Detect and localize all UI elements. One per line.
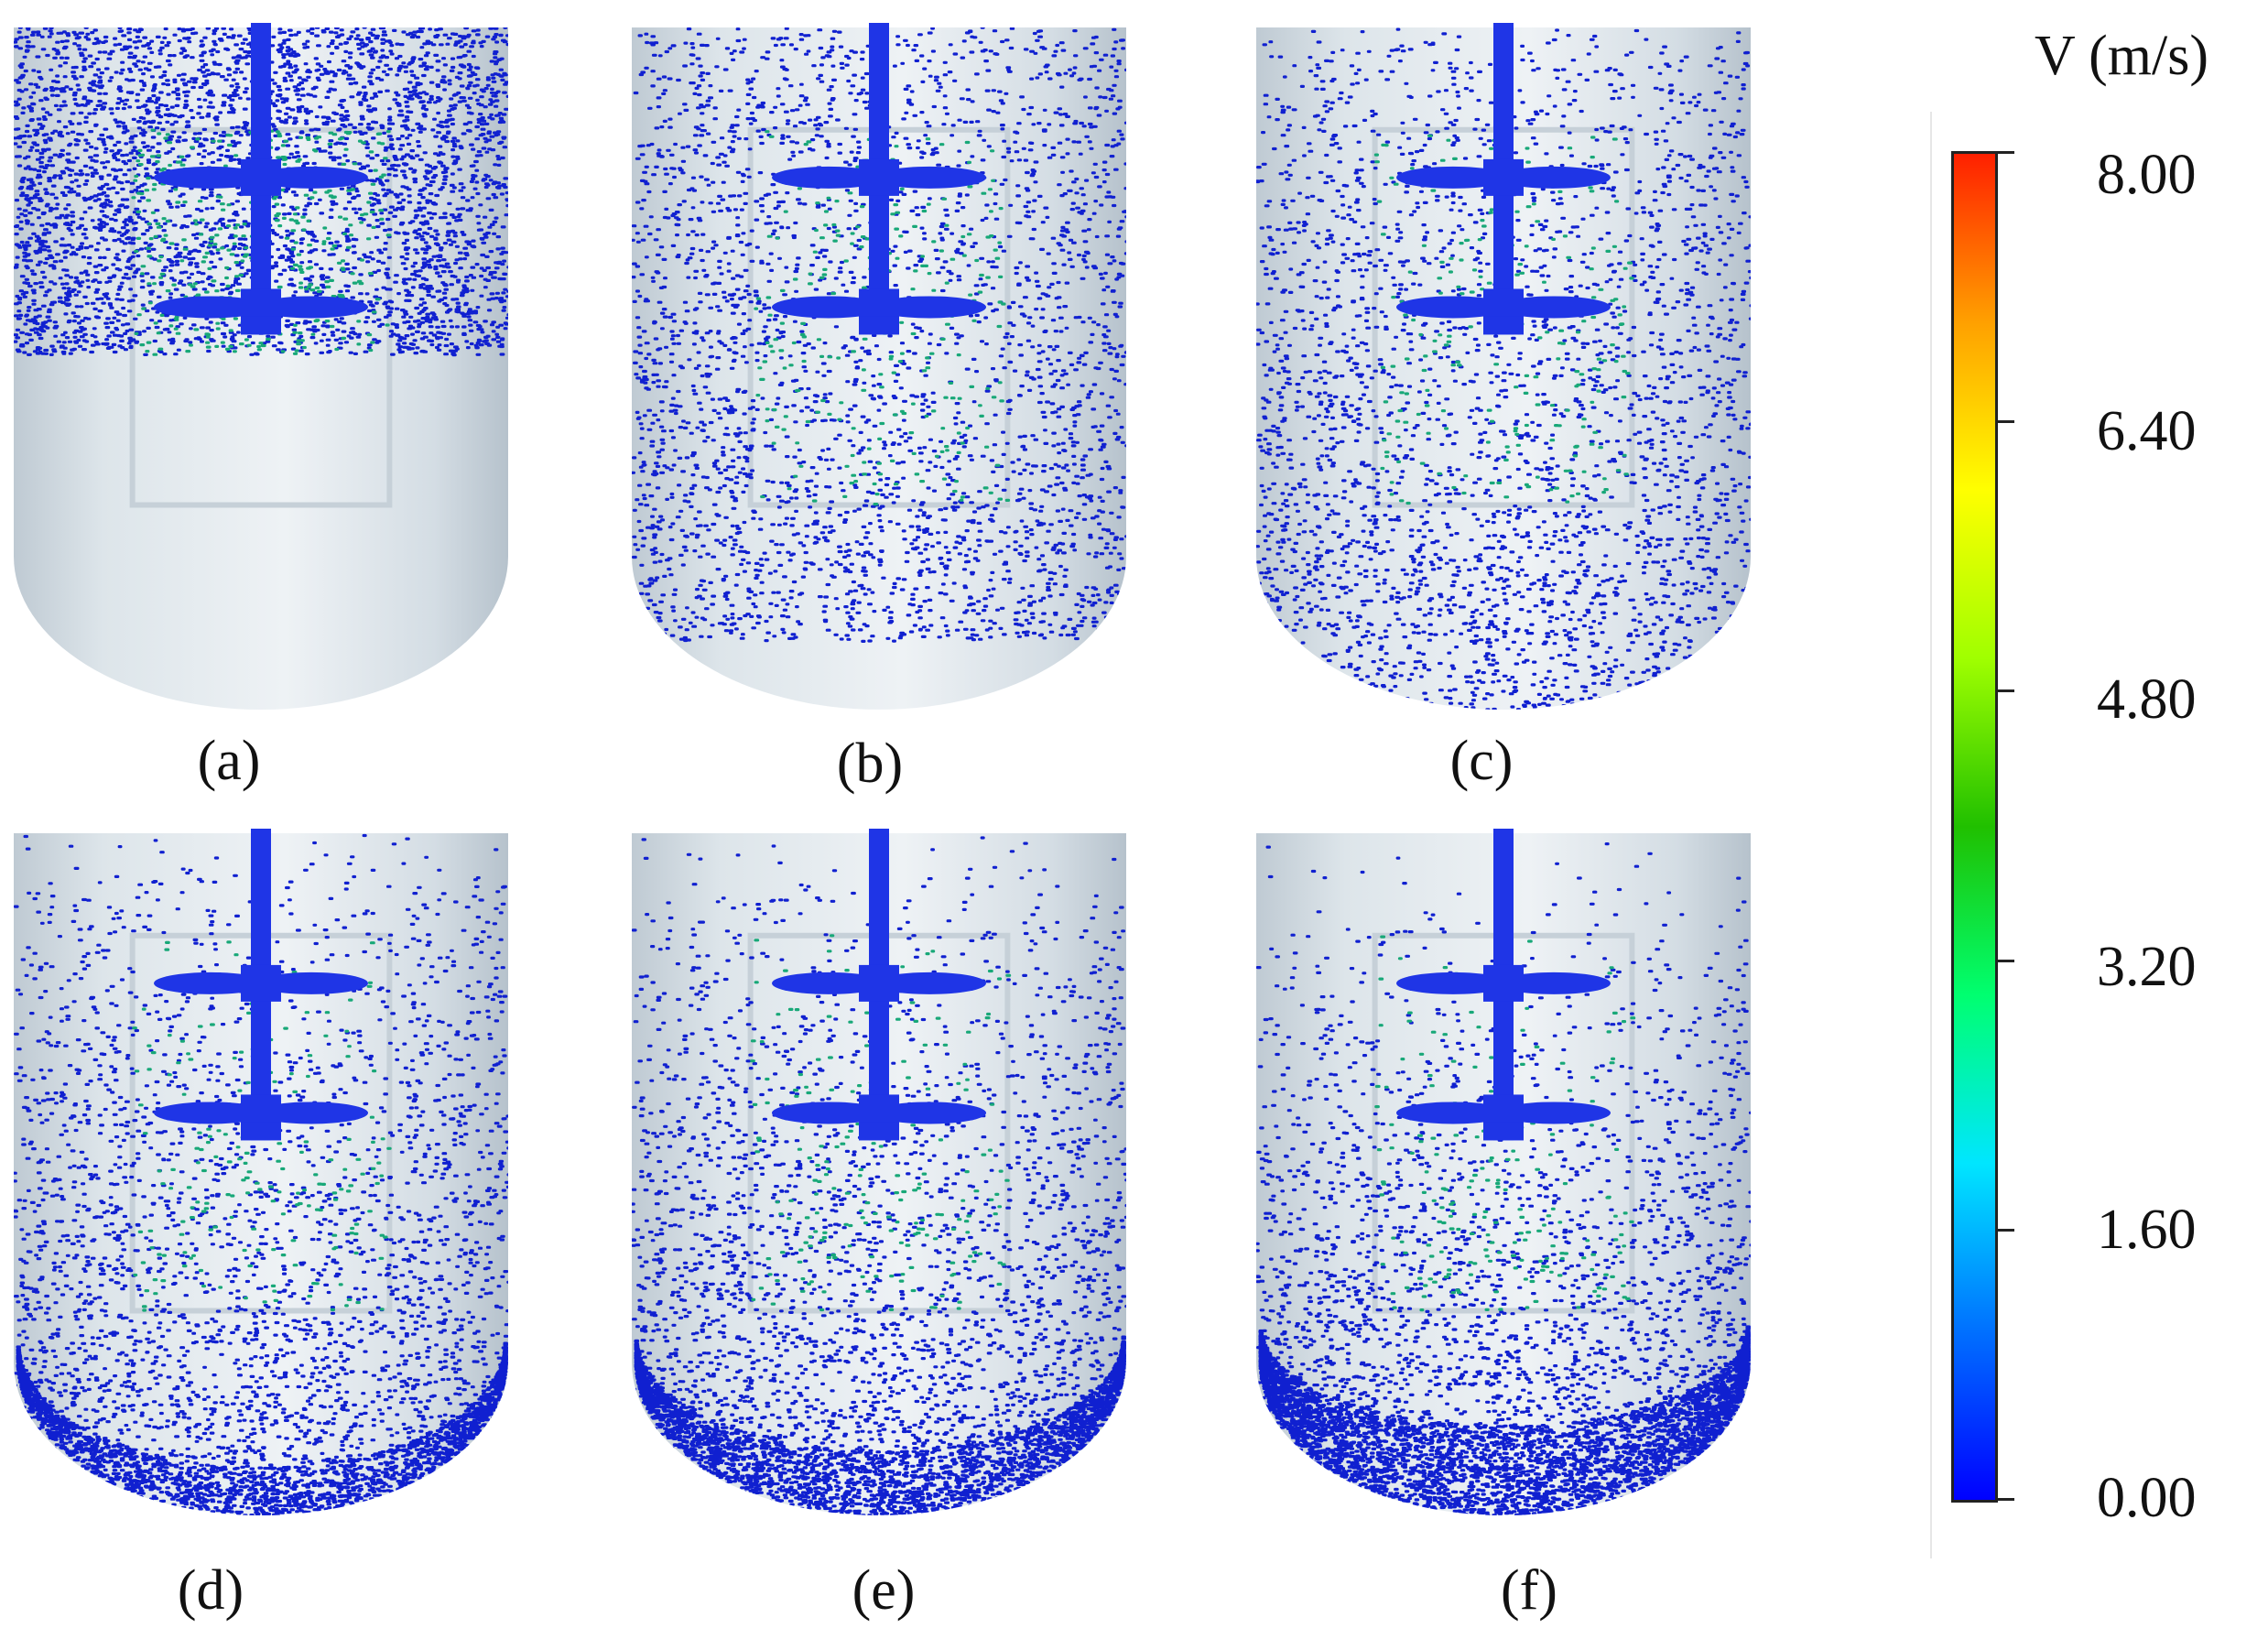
- tank-panel-c: [1256, 23, 1751, 710]
- panel-label-e: (e): [852, 1559, 916, 1622]
- colorbar-tick: [1998, 689, 2014, 692]
- colorbar-frame: [1930, 112, 1932, 1558]
- colorbar-tick: [1998, 420, 2014, 423]
- legend-title: V (m/s): [2035, 25, 2209, 87]
- particle-cloud: [632, 836, 1126, 1515]
- particle-cloud: [1256, 842, 1751, 1515]
- panel-label-d: (d): [177, 1559, 244, 1622]
- impeller-1: [772, 158, 986, 196]
- tick-label-3.20: 3.20: [2097, 936, 2197, 998]
- vessel-body: [14, 833, 508, 1515]
- tank-panel-f: [1256, 829, 1751, 1515]
- colorbar-tick: [1998, 960, 2014, 962]
- colorbar-tick: [1998, 151, 2014, 154]
- vessel-body: [632, 27, 1126, 710]
- tick-label-0.00: 0.00: [2097, 1467, 2197, 1529]
- vessel-body: [14, 27, 508, 710]
- panels-layer: [14, 23, 1751, 1515]
- tank-panel-b: [632, 23, 1126, 710]
- panel-label-f: (f): [1501, 1559, 1557, 1622]
- panel-label-c: (c): [1449, 730, 1514, 792]
- colorbar-tick: [1998, 1229, 2014, 1232]
- tank-panel-d: [14, 829, 508, 1515]
- impeller-1: [1396, 158, 1611, 196]
- tick-label-4.80: 4.80: [2097, 668, 2197, 731]
- vessel-body: [1256, 833, 1751, 1515]
- impeller-1: [1396, 964, 1611, 1002]
- tank-panel-a: [14, 23, 508, 710]
- panel-label-b: (b): [836, 733, 904, 795]
- panel-label-a: (a): [197, 730, 261, 792]
- colorbar-tick: [1998, 1498, 2014, 1501]
- colorbar: [1951, 151, 1998, 1503]
- impeller-1: [154, 964, 368, 1002]
- impeller-1: [154, 158, 368, 196]
- tick-label-6.40: 6.40: [2097, 400, 2197, 462]
- impeller-1: [772, 964, 986, 1002]
- tick-label-8.00: 8.00: [2097, 144, 2197, 206]
- particle-cloud: [14, 833, 508, 1515]
- tank-panel-e: [632, 829, 1126, 1515]
- tick-label-1.60: 1.60: [2097, 1199, 2197, 1261]
- impeller-2: [772, 288, 986, 326]
